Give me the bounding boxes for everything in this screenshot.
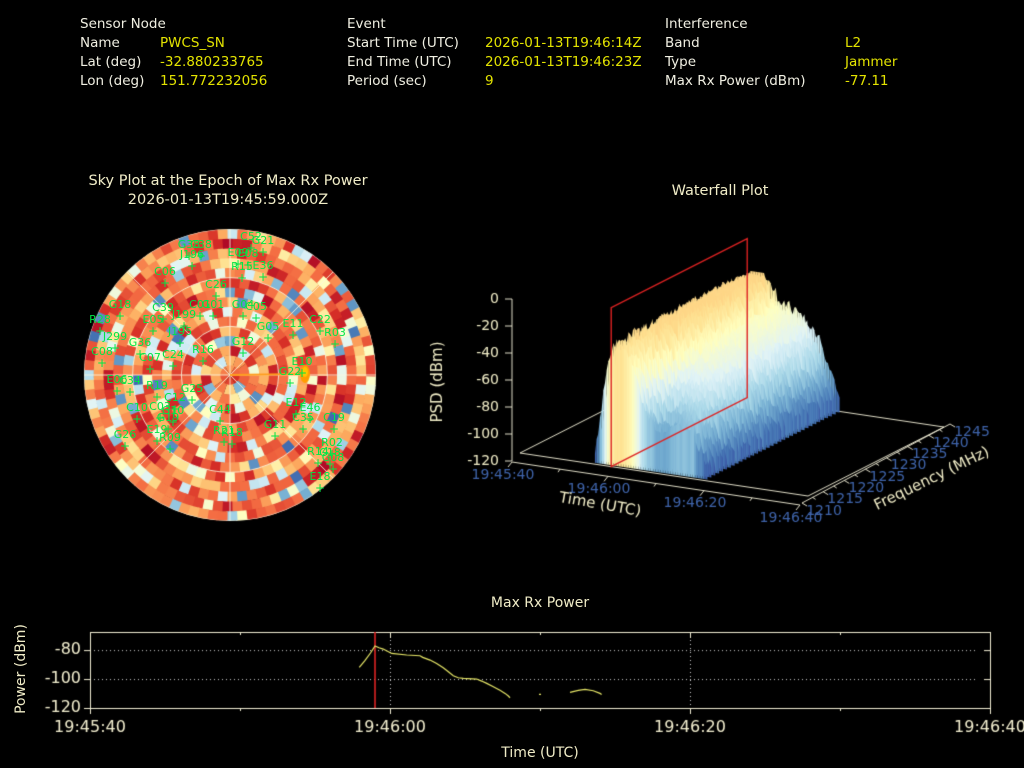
event-period-label: Period (sec) (347, 73, 427, 89)
event-start-label: Start Time (UTC) (347, 35, 459, 51)
sky-plot-title-line2: 2026-01-13T19:45:59.000Z (127, 192, 329, 208)
sky-plot-title: Sky Plot at the Epoch of Max Rx Power 20… (28, 172, 428, 210)
sensor-node-title: Sensor Node (80, 16, 166, 32)
event-start-row: Start Time (UTC) 2026-01-13T19:46:14Z (347, 34, 642, 53)
waterfall-plot-canvas (415, 220, 1024, 550)
interference-type-value: Jammer (845, 54, 898, 70)
event-period-row: Period (sec) 9 (347, 72, 642, 91)
event-end-row: End Time (UTC) 2026-01-13T19:46:23Z (347, 53, 642, 72)
interference-power-row: Max Rx Power (dBm) -77.11 (665, 72, 897, 91)
interference-band-value: L2 (845, 35, 862, 51)
interference-power-label: Max Rx Power (dBm) (665, 73, 806, 89)
event-end-label: End Time (UTC) (347, 54, 452, 70)
sky-plot-title-line1: Sky Plot at the Epoch of Max Rx Power (88, 173, 368, 189)
waterfall-plot-title: Waterfall Plot (671, 183, 769, 199)
sensor-lon-value: 151.772232056 (160, 73, 268, 89)
event-panel: Event Start Time (UTC) 2026-01-13T19:46:… (347, 15, 642, 91)
power-plot-canvas (0, 590, 1024, 768)
sensor-name-value: PWCS_SN (160, 35, 225, 51)
event-period-value: 9 (485, 73, 494, 89)
sensor-lat-label: Lat (deg) (80, 54, 142, 70)
interference-panel: Interference Band L2 Type Jammer Max Rx … (665, 15, 897, 91)
sensor-lon-row: Lon (deg) 151.772232056 (80, 72, 267, 91)
sky-plot-heatmap (83, 228, 377, 522)
interference-type-label: Type (665, 54, 697, 70)
event-start-value: 2026-01-13T19:46:14Z (485, 35, 642, 51)
sensor-lon-label: Lon (deg) (80, 73, 145, 89)
power-plot-xlabel: Time (UTC) (501, 745, 579, 761)
sensor-lat-row: Lat (deg) -32.880233765 (80, 53, 267, 72)
sensor-lat-value: -32.880233765 (160, 54, 264, 70)
sensor-name-row: Name PWCS_SN (80, 34, 267, 53)
event-title: Event (347, 16, 386, 32)
interference-band-label: Band (665, 35, 700, 51)
sensor-name-label: Name (80, 35, 120, 51)
interference-power-value: -77.11 (845, 73, 889, 89)
event-end-value: 2026-01-13T19:46:23Z (485, 54, 642, 70)
interference-type-row: Type Jammer (665, 53, 897, 72)
interference-band-row: Band L2 (665, 34, 897, 53)
sensor-node-panel: Sensor Node Name PWCS_SN Lat (deg) -32.8… (80, 15, 267, 91)
interference-title: Interference (665, 16, 748, 32)
